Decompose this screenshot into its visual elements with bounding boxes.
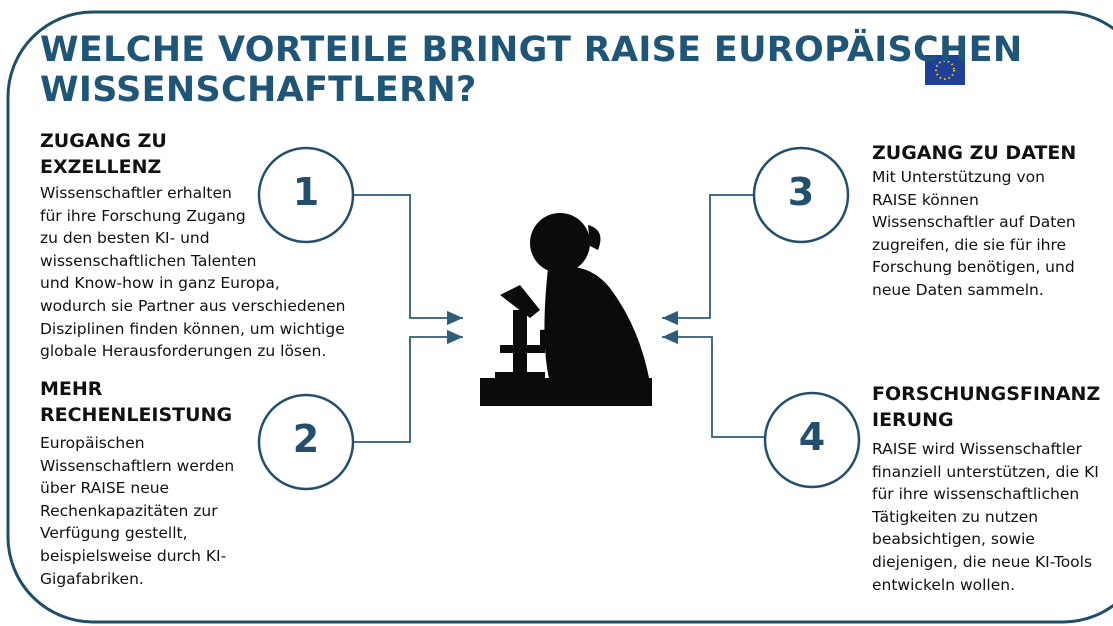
item-text: Mit Unterstützung von [872,166,1045,189]
item-text: Forschung benötigen, und [872,256,1075,279]
item-text: Disziplinen finden können, um wichtige [40,318,345,341]
scientist-silhouette [480,213,652,406]
item-text: und Know-how in ganz Europa, [40,272,280,295]
item-number: 3 [771,170,831,214]
item-text: diejenigen, die neue KI-Tools [872,551,1092,574]
title: WELCHE VORTEILE BRINGT RAISE EUROPÄISCHE… [40,30,1022,70]
item-text: Verfügung gestellt, [40,522,188,545]
item-text: globale Herausforderungen zu lösen. [40,340,326,363]
item-text: entwickeln wollen. [872,574,1015,597]
item-text: für ihre Forschung Zugang [40,205,246,228]
item-number: 1 [276,170,336,214]
item-text: RAISE wird Wissenschaftler [872,438,1082,461]
item-text: Tätigkeiten zu nutzen [872,506,1038,529]
item-heading: ZUGANG ZU DATEN [872,140,1076,166]
item-text: Europäischen [40,432,145,455]
item-text: zugreifen, die sie für ihre [872,234,1066,257]
item-text: Wissenschaftler auf Daten [872,211,1076,234]
item-text: finanziell unterstützen, die KI [872,461,1099,484]
item-text: neue Daten sammeln. [872,279,1044,302]
item-text: über RAISE neue [40,477,169,500]
item-text: Wissenschaftlern werden [40,455,234,478]
item-text: für ihre wissenschaftlichen [872,483,1079,506]
item-text: beispielsweise durch KI- [40,545,226,568]
item-text: RAISE können [872,189,979,212]
page: (() => { const data = JSON.parse(documen… [0,0,1113,626]
item-number: 4 [782,415,842,459]
item-number: 2 [276,417,336,461]
item-text: wodurch sie Partner aus verschiedenen [40,295,345,318]
item-text: beabsichtigen, sowie [872,528,1035,551]
item-text: zu den besten KI- und [40,227,210,250]
item-heading: EXZELLENZ [40,154,161,180]
item-heading: FORSCHUNGSFINANZ [872,381,1100,407]
item-text: wissenschaftlichen Talenten [40,250,256,273]
item-text: Wissenschaftler erhalten [40,182,232,205]
item-heading: RECHENLEISTUNG [40,402,232,428]
title: WISSENSCHAFTLERN? [40,70,477,110]
item-text: Gigafabriken. [40,568,144,591]
item-heading: IERUNG [872,407,954,433]
item-heading: ZUGANG ZU [40,128,167,154]
item-heading: MEHR [40,376,102,402]
item-text: Rechenkapazitäten zur [40,500,218,523]
